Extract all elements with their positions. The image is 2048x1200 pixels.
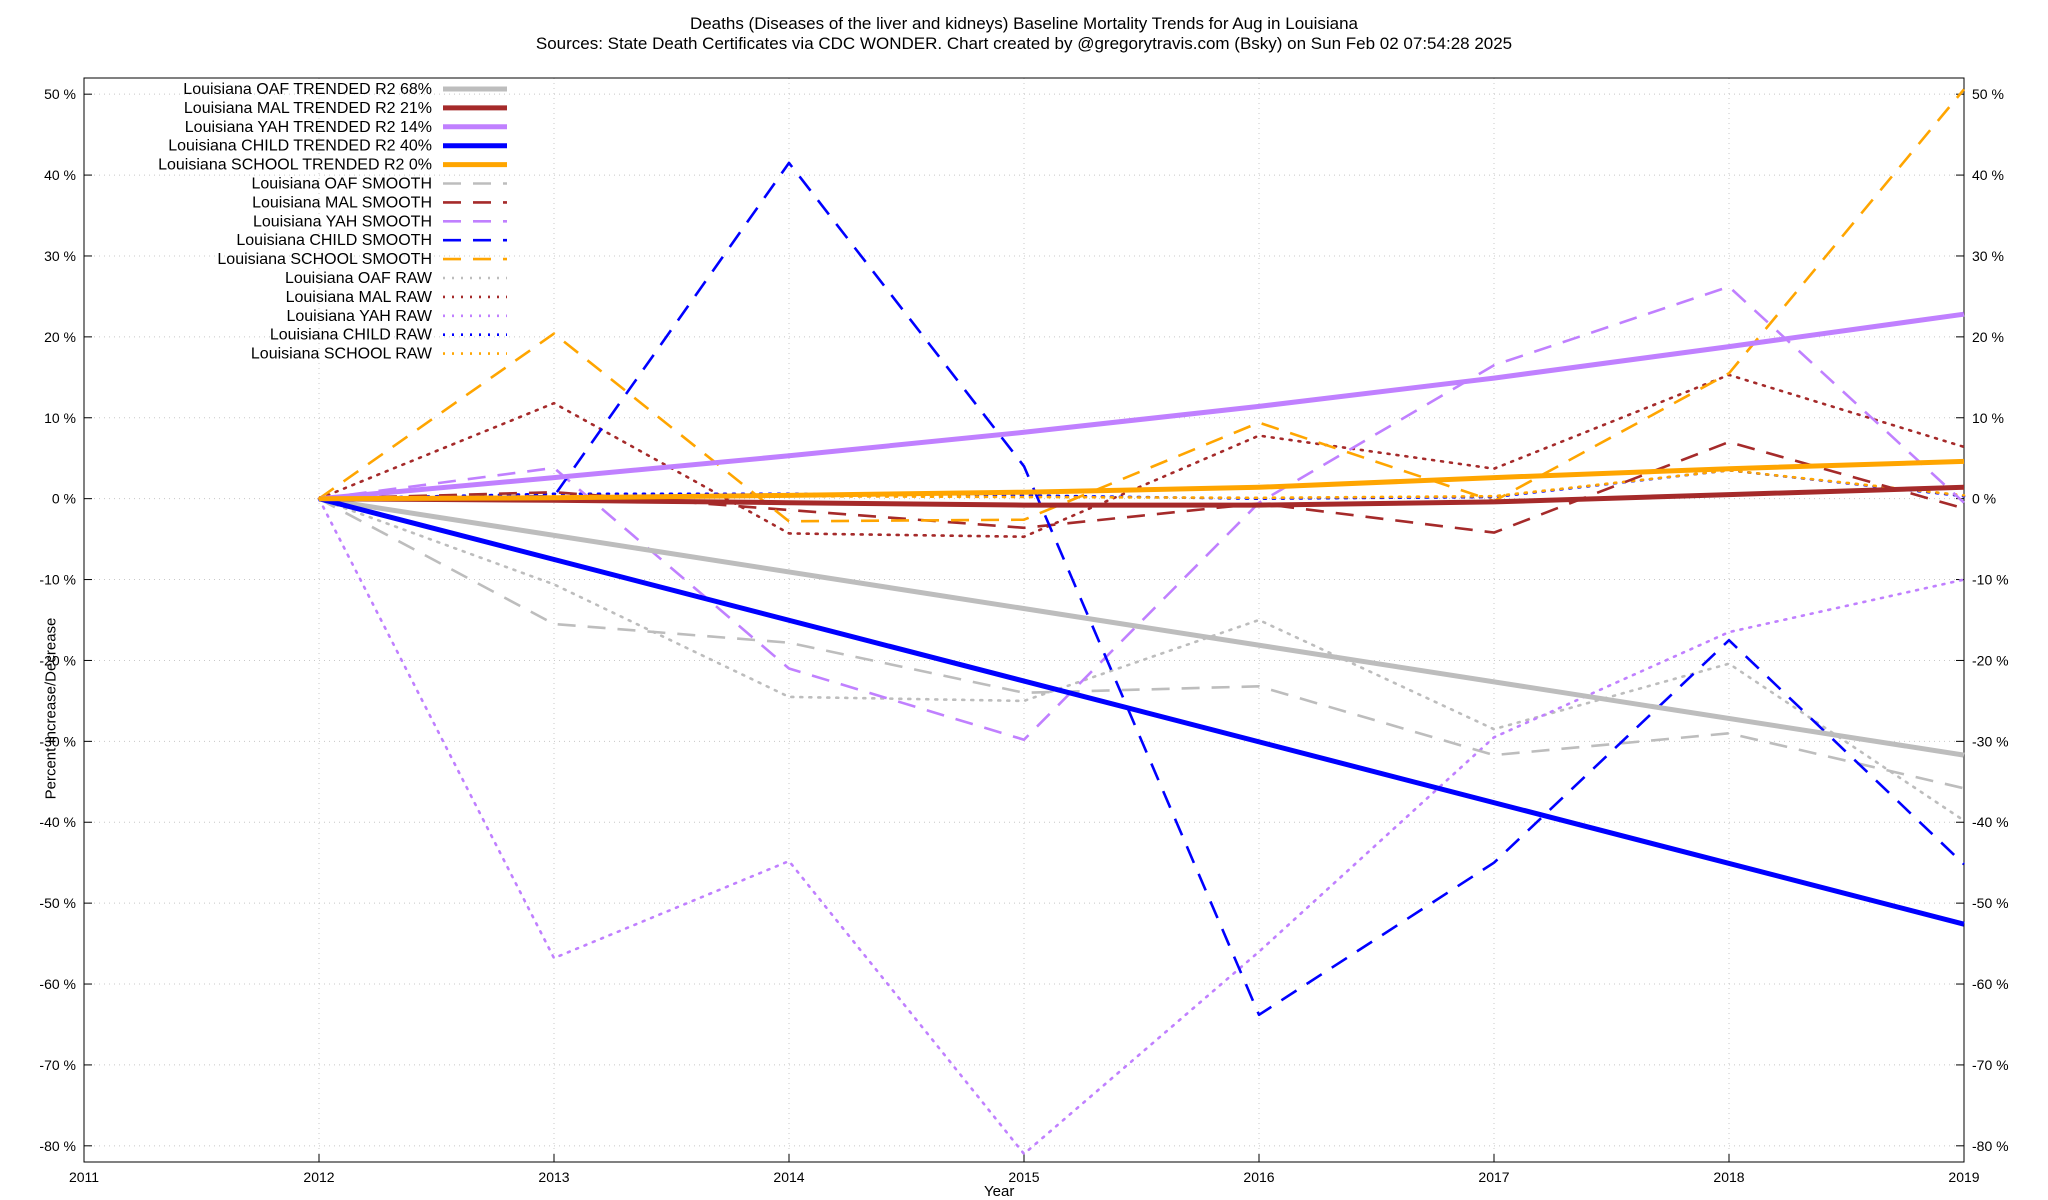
chart-subtitle: Sources: State Death Certificates via CD… <box>535 34 1513 53</box>
legend-label-louisiana-yah-smooth: Louisiana YAH SMOOTH <box>253 213 432 230</box>
series-line-louisiana-oaf-smooth <box>318 497 1965 790</box>
y-tick-label-right: 30 % <box>1972 248 2004 264</box>
y-tick-label-right: -80 % <box>1972 1138 2009 1154</box>
y-tick-label-right: 40 % <box>1972 167 2004 183</box>
legend-label-louisiana-mal-raw: Louisiana MAL RAW <box>286 289 433 306</box>
y-tick-label-left: -30 % <box>39 733 76 749</box>
y-tick-label-right: -40 % <box>1972 814 2009 830</box>
legend-label-louisiana-child-trended: Louisiana CHILD TRENDED R2 40% <box>168 138 432 155</box>
y-tick-label-right: -70 % <box>1972 1057 2009 1073</box>
y-tick-label-right: 50 % <box>1972 86 2004 102</box>
y-tick-label-left: -20 % <box>39 652 76 668</box>
x-tick-label: 2014 <box>773 1169 804 1185</box>
y-tick-label-right: -10 % <box>1972 572 2009 588</box>
y-tick-label-left: -60 % <box>39 976 76 992</box>
legend-label-louisiana-mal-trended: Louisiana MAL TRENDED R2 21% <box>184 100 432 117</box>
y-tick-label-right: -60 % <box>1972 976 2009 992</box>
legend-label-louisiana-child-raw: Louisiana CHILD RAW <box>270 327 433 344</box>
x-tick-label: 2013 <box>538 1169 569 1185</box>
legend-label-louisiana-yah-trended: Louisiana YAH TRENDED R2 14% <box>185 119 432 136</box>
y-tick-label-left: 20 % <box>44 329 76 345</box>
legend-label-louisiana-child-smooth: Louisiana CHILD SMOOTH <box>236 232 432 249</box>
x-tick-label: 2018 <box>1713 1169 1744 1185</box>
y-tick-label-left: -70 % <box>39 1057 76 1073</box>
y-tick-label-right: 0 % <box>1972 491 1996 507</box>
y-tick-label-left: -10 % <box>39 572 76 588</box>
x-axis-label: Year <box>984 1183 1015 1200</box>
series-line-louisiana-mal-trended <box>318 484 1965 508</box>
y-tick-label-right: -30 % <box>1972 733 2009 749</box>
y-tick-label-left: 10 % <box>44 410 76 426</box>
y-tick-label-left: -80 % <box>39 1138 76 1154</box>
series-line-louisiana-yah-raw <box>317 497 1966 1156</box>
legend-label-louisiana-oaf-smooth: Louisiana OAF SMOOTH <box>252 176 433 193</box>
y-tick-label-left: -50 % <box>39 895 76 911</box>
x-tick-label: 2017 <box>1478 1169 1509 1185</box>
x-tick-label: 2012 <box>303 1169 334 1185</box>
y-tick-label-right: 20 % <box>1972 329 2004 345</box>
series-line-louisiana-yah-smooth <box>318 285 1965 742</box>
x-tick-label: 2011 <box>69 1169 99 1185</box>
series-line-louisiana-yah-trended <box>318 311 1965 502</box>
chart-title: Deaths (Diseases of the liver and kidney… <box>689 14 1359 33</box>
series-line-louisiana-school-smooth <box>318 88 1966 523</box>
x-tick-label: 2016 <box>1243 1169 1274 1185</box>
legend-label-louisiana-school-smooth: Louisiana SCHOOL SMOOTH <box>217 251 432 268</box>
series-line-louisiana-oaf-raw <box>317 497 1966 822</box>
y-tick-label-left: 40 % <box>44 167 76 183</box>
legend-label-louisiana-school-trended: Louisiana SCHOOL TRENDED R2 0% <box>158 157 432 174</box>
series-line-louisiana-child-trended <box>318 496 1965 927</box>
legend-label-louisiana-oaf-trended: Louisiana OAF TRENDED R2 68% <box>183 81 432 98</box>
series-line-louisiana-oaf-trended <box>318 496 1965 758</box>
y-tick-label-left: 50 % <box>44 86 76 102</box>
y-tick-label-left: -40 % <box>39 814 76 830</box>
y-tick-label-left: 0 % <box>52 491 76 507</box>
legend-label-louisiana-school-raw: Louisiana SCHOOL RAW <box>251 346 433 363</box>
series-line-louisiana-child-smooth <box>318 161 1965 1017</box>
series-line-louisiana-mal-raw <box>317 373 1966 539</box>
y-tick-label-left: 30 % <box>44 248 76 264</box>
x-tick-label: 2015 <box>1008 1169 1039 1185</box>
legend-label-louisiana-mal-smooth: Louisiana MAL SMOOTH <box>252 194 432 211</box>
y-tick-label-right: 10 % <box>1972 410 2004 426</box>
legend-label-louisiana-oaf-raw: Louisiana OAF RAW <box>285 270 433 287</box>
x-tick-label: 2019 <box>1948 1169 1979 1185</box>
legend-label-louisiana-yah-raw: Louisiana YAH RAW <box>286 308 432 325</box>
y-tick-label-right: -20 % <box>1972 652 2009 668</box>
y-tick-label-right: -50 % <box>1972 895 2009 911</box>
series-line-louisiana-school-trended <box>318 458 1965 502</box>
y-axis-label-left: Percent Increase/Decrease <box>42 617 60 800</box>
